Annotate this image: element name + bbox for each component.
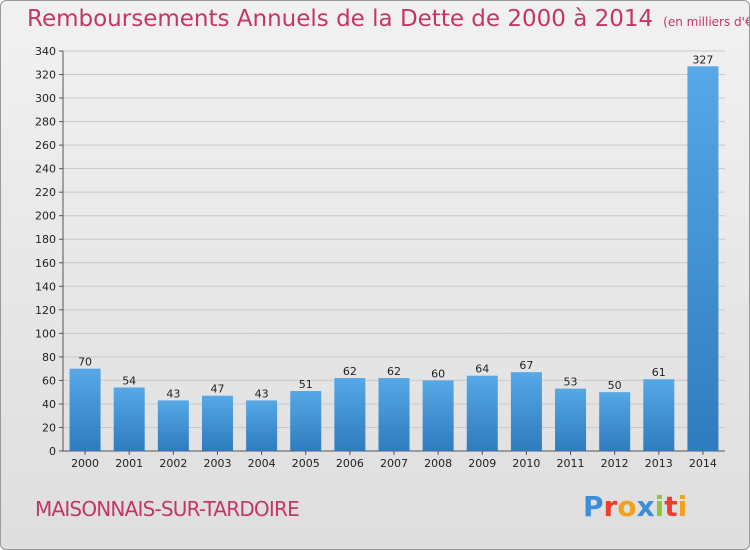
x-tick-label: 2006 xyxy=(336,457,364,470)
y-tick-label: 20 xyxy=(42,421,56,434)
axis-layer: 0 20 40 60 80 100 120 140 160 180 200 220 240 260 280 3… xyxy=(35,45,725,470)
bar xyxy=(157,400,189,451)
x-tick-label: 2013 xyxy=(645,457,673,470)
bar-layer xyxy=(69,66,719,451)
label-layer: 70 54 43 47 43 51 62 62 60 64 67 53 50 61 327 xyxy=(78,53,713,400)
x-tick-label: 2011 xyxy=(557,457,585,470)
y-tick-label: 120 xyxy=(35,304,56,317)
logo-letter: i xyxy=(654,490,665,523)
unit-label: (en milliers d'€) xyxy=(663,15,750,29)
logo-letter: r xyxy=(603,490,618,523)
bar xyxy=(687,66,719,451)
y-tick-label: 80 xyxy=(42,351,56,364)
y-tick-label: 0 xyxy=(49,445,56,458)
y-tick-label: 60 xyxy=(42,374,56,387)
y-tick-label: 280 xyxy=(35,116,56,129)
x-tick-label: 2002 xyxy=(159,457,187,470)
y-tick-label: 100 xyxy=(35,327,56,340)
bar xyxy=(422,380,454,451)
value-label: 60 xyxy=(431,367,445,380)
bar xyxy=(113,387,145,451)
value-label: 62 xyxy=(387,365,401,378)
value-label: 327 xyxy=(692,53,713,66)
logo-letter: x xyxy=(636,490,655,523)
x-tick-label: 2010 xyxy=(512,457,540,470)
value-label: 43 xyxy=(255,387,269,400)
y-tick-label: 180 xyxy=(35,233,56,246)
logo-letter: o xyxy=(617,490,637,523)
commune-name: MAISONNAIS-SUR-TARDOIRE xyxy=(35,497,300,521)
value-label: 61 xyxy=(652,366,666,379)
y-tick-label: 160 xyxy=(35,257,56,270)
chart-title: Remboursements Annuels de la Dette de 20… xyxy=(27,6,750,32)
x-tick-label: 2009 xyxy=(468,457,496,470)
y-tick-label: 140 xyxy=(35,280,56,293)
value-label: 51 xyxy=(299,378,313,391)
y-tick-label: 220 xyxy=(35,186,56,199)
value-label: 64 xyxy=(475,363,489,376)
bar xyxy=(246,400,278,451)
bar xyxy=(290,391,322,451)
x-tick-label: 2004 xyxy=(248,457,276,470)
logo-letter: P xyxy=(583,490,604,523)
x-tick-label: 2014 xyxy=(689,457,717,470)
y-tick-label: 260 xyxy=(35,139,56,152)
value-label: 53 xyxy=(564,376,578,389)
x-tick-label: 2007 xyxy=(380,457,408,470)
x-tick-label: 2003 xyxy=(203,457,231,470)
bar xyxy=(510,372,542,451)
x-tick-label: 2000 xyxy=(71,457,99,470)
y-tick-label: 240 xyxy=(35,163,56,176)
x-tick-label: 2001 xyxy=(115,457,143,470)
value-label: 47 xyxy=(210,383,224,396)
y-tick-label: 340 xyxy=(35,45,56,58)
x-tick-label: 2005 xyxy=(292,457,320,470)
bar xyxy=(555,388,587,451)
bar xyxy=(643,379,675,451)
x-tick-label: 2008 xyxy=(424,457,452,470)
value-label: 67 xyxy=(519,359,533,372)
title-text: Remboursements Annuels de la Dette de 20… xyxy=(27,6,654,32)
y-tick-label: 40 xyxy=(42,398,56,411)
bar xyxy=(378,378,410,451)
value-label: 43 xyxy=(166,387,180,400)
y-tick-label: 320 xyxy=(35,69,56,82)
value-label: 70 xyxy=(78,356,92,369)
value-label: 62 xyxy=(343,365,357,378)
y-tick-label: 200 xyxy=(35,210,56,223)
logo-letter: t xyxy=(664,490,678,523)
value-label: 54 xyxy=(122,374,136,387)
bar xyxy=(201,395,233,451)
value-label: 50 xyxy=(608,379,622,392)
bar xyxy=(599,392,631,451)
bar xyxy=(69,368,101,451)
x-tick-label: 2012 xyxy=(601,457,629,470)
bar xyxy=(466,375,498,451)
proxiti-logo: Proxiti xyxy=(583,490,687,523)
bar xyxy=(334,378,366,451)
logo-letter: i xyxy=(677,490,688,523)
y-tick-label: 300 xyxy=(35,92,56,105)
